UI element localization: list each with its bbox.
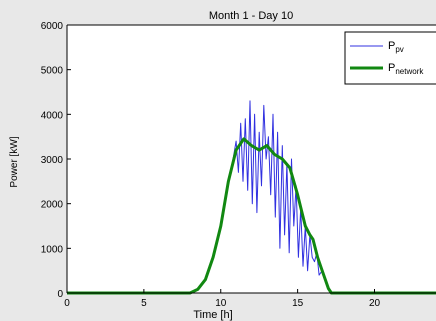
x-tick-label-0: 0 (64, 298, 70, 309)
y-axis-label: Power [kW] (9, 136, 20, 187)
y-tick-label-0: 0 (57, 289, 63, 300)
legend: Ppv Pnetwork (344, 31, 436, 85)
y-tick-label-1: 1000 (41, 244, 64, 255)
series-layer (67, 100, 436, 295)
legend-label-network: Pnetwork (388, 62, 424, 76)
legend-label-pv-main: P (388, 40, 395, 52)
legend-label-network-main: P (388, 62, 395, 74)
x-tick-label-1: 5 (141, 298, 147, 309)
x-axis-label: Time [h] (193, 309, 232, 321)
y-tick-label-2: 2000 (41, 200, 64, 211)
y-tick-label-5: 5000 (41, 66, 64, 77)
y-tick-label-3: 3000 (41, 155, 64, 166)
legend-label-network-subscript: network (395, 67, 424, 76)
legend-label-pv-subscript: pv (395, 45, 403, 54)
chart-title: Month 1 - Day 10 (209, 10, 293, 22)
series-line-pv (67, 100, 436, 294)
x-tick-label-2: 10 (215, 298, 227, 309)
y-tick-label-6: 6000 (41, 21, 64, 32)
legend-box (344, 31, 436, 85)
x-tick-label-3: 15 (292, 298, 304, 309)
y-tick-label-4: 4000 (41, 110, 64, 121)
x-tick-label-4: 20 (369, 298, 381, 309)
series-line-network (67, 137, 436, 295)
legend-label-pv: Ppv (388, 40, 404, 54)
